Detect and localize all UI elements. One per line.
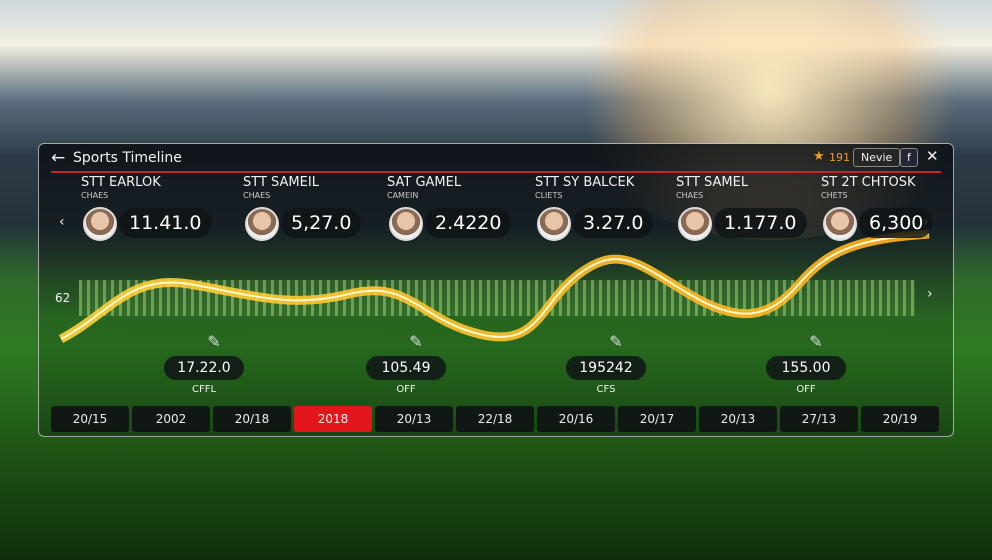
card-value: 5,27.0: [281, 208, 362, 238]
panel-title: Sports Timeline: [73, 150, 182, 166]
wave-line: [58, 229, 930, 343]
card-name: STT EARLOK: [81, 175, 161, 190]
marker-sub: OFF: [396, 384, 416, 395]
marker-value: 105.49: [366, 356, 446, 380]
avatar: [537, 207, 571, 241]
year-button[interactable]: 20/19: [861, 406, 939, 432]
rating: 191: [829, 151, 850, 164]
marker-icon: ✎: [609, 332, 623, 351]
avatar: [245, 207, 279, 241]
marker-sub: OFF: [796, 384, 816, 395]
nevie-button[interactable]: Nevie: [853, 148, 901, 167]
card-name: ST 2T CHTOSK: [821, 175, 916, 190]
avatar: [823, 207, 857, 241]
card-value: 11.41.0: [119, 208, 212, 238]
marker-icon: ✎: [409, 332, 423, 351]
axis-label: 62: [55, 291, 71, 305]
avatar: [678, 207, 712, 241]
facebook-button[interactable]: f: [900, 148, 918, 167]
chart-next-arrow[interactable]: ›: [927, 286, 933, 302]
wave-highlight: [60, 233, 930, 340]
marker-sub: CFFL: [191, 384, 217, 395]
card-sub: CHAES: [243, 191, 271, 200]
year-button[interactable]: 2018: [294, 406, 372, 432]
header-divider: [51, 171, 941, 173]
year-button[interactable]: 20/16: [537, 406, 615, 432]
timeline-panel: ← Sports Timeline ★ 191 Nevie f ✕ ‹ › › …: [38, 143, 954, 437]
year-button[interactable]: 20/15: [51, 406, 129, 432]
year-button[interactable]: 20/17: [618, 406, 696, 432]
year-button[interactable]: 22/18: [456, 406, 534, 432]
year-button[interactable]: 2002: [132, 406, 210, 432]
prev-arrow[interactable]: ‹: [59, 214, 65, 230]
card-name: STT SAMEL: [676, 175, 749, 190]
close-button[interactable]: ✕: [926, 147, 939, 165]
year-button[interactable]: 20/13: [375, 406, 453, 432]
card-value: 1.177.0: [714, 208, 807, 238]
wave: [58, 229, 930, 343]
card-sub: CLIETS: [535, 191, 563, 200]
year-button[interactable]: 20/18: [213, 406, 291, 432]
card-sub: CHAES: [676, 191, 704, 200]
marker-value: 17.22.0: [164, 356, 244, 380]
year-button[interactable]: 20/13: [699, 406, 777, 432]
card-name: SAT GAMEL: [387, 175, 462, 190]
card-name: STT SAMEIL: [243, 175, 319, 190]
card-value: 3.27.0: [573, 208, 654, 238]
marker-icon: ✎: [809, 332, 823, 351]
card-value: 6,300: [859, 208, 934, 238]
card-name: STT SY BALCEK: [535, 175, 635, 190]
marker-sub: CFS: [596, 384, 616, 395]
card-value: 2.4220: [425, 208, 512, 238]
marker-icon: ✎: [207, 332, 221, 351]
back-button[interactable]: ←: [51, 148, 66, 168]
year-button[interactable]: 27/13: [780, 406, 858, 432]
avatar: [389, 207, 423, 241]
card-sub: CHETS: [821, 191, 848, 200]
marker-value: 155.00: [766, 356, 846, 380]
avatar: [83, 207, 117, 241]
card-sub: CHAES: [81, 191, 109, 200]
star-icon: ★: [813, 149, 825, 164]
marker-value: 195242: [566, 356, 646, 380]
card-sub: CAMEIN: [387, 191, 419, 200]
